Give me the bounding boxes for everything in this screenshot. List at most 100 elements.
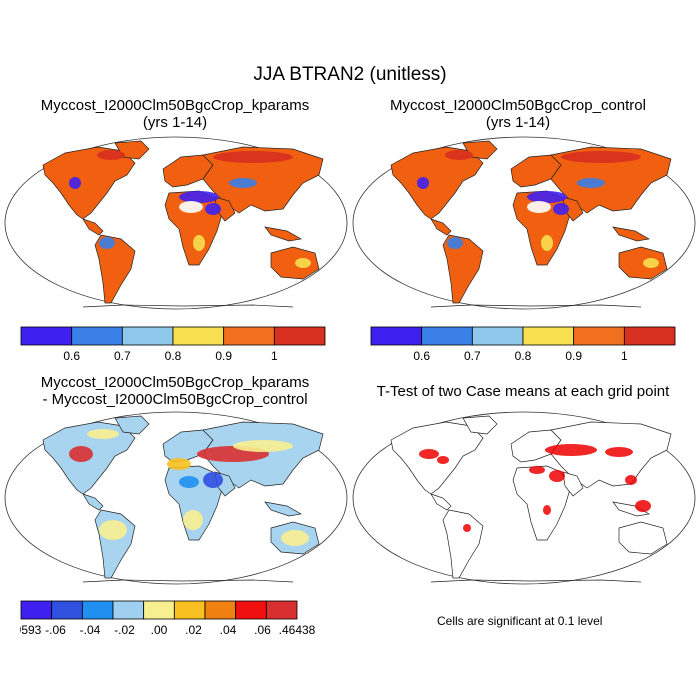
panel1-colorbar-tick-label: 1 [271, 349, 278, 363]
panel4-significant-cells [463, 524, 471, 532]
panel1-data-patch [179, 191, 219, 203]
panel3-title-line2: - Myccost_I2000Clm50BgcCrop_control [42, 391, 308, 408]
panel1-colorbar-swatch [121, 326, 174, 346]
panel2-data-patch [447, 237, 463, 249]
panel3-data-patch [167, 458, 191, 470]
panel1-data-patch [295, 258, 311, 268]
panel4-central-america [430, 493, 452, 511]
panel3-colorbar-tick-label: .02 [185, 623, 202, 637]
panel1-antarctica-edge [82, 304, 294, 308]
panel1-data-patch [229, 178, 257, 188]
panel1-asia [202, 146, 324, 214]
panel2-data-patch [553, 203, 569, 215]
panel1-data-patch [193, 235, 205, 251]
panel1-colorbar: 0.6 0.7 0.8 0.9 1 [20, 326, 326, 363]
panel2-central-america [430, 218, 452, 236]
panel2-colorbar-swatch [471, 326, 524, 346]
panel2-colorbar-swatch [421, 326, 473, 346]
panel3-colorbar-tick-label: .00 [151, 623, 168, 637]
panel1-colorbar-tick-label: 0.9 [215, 349, 232, 363]
panel2-title: Myccost_I2000Clm50BgcCrop_control (yrs 1… [353, 97, 683, 131]
panel3-colorbar-swatch [143, 600, 175, 620]
panel4-australia [618, 521, 668, 555]
panel3-colorbar-tick-label: -.04 [80, 623, 101, 637]
panel3-map [4, 411, 348, 585]
panel2-title-line1: Myccost_I2000Clm50BgcCrop_control [390, 97, 646, 114]
panel3-colorbar-tick-label: -.69593 [20, 623, 42, 637]
panel3-colorbar-swatch [112, 600, 145, 620]
panel3-title: Myccost_I2000Clm50BgcCrop_kparams - Mycc… [10, 374, 340, 408]
panel2-indonesia [612, 226, 651, 242]
panel1-data-patch [69, 177, 81, 189]
panel2-data-patch [561, 151, 641, 163]
panel4-south-america [442, 509, 484, 579]
panel1-north-america [42, 146, 136, 220]
panel1-central-america [82, 218, 104, 236]
panel1-colorbar-swatch [20, 326, 73, 346]
panel2-colorbar-tick-label: 1 [621, 349, 628, 363]
panel1-data-patch [213, 151, 293, 163]
panel3-colorbar-swatch [51, 600, 83, 620]
panel3-data-patch [203, 472, 223, 488]
panel3-colorbar: -.69593-.06 -.04 -.02 .00 .02 .04 .06 .46438 [20, 600, 316, 637]
panel1-title-line1: Myccost_I2000Clm50BgcCrop_kparams [40, 97, 310, 114]
panel2-data-patch [527, 201, 551, 213]
panel4-significant-cells [529, 466, 545, 474]
panel3-colorbar-tick-label: .06 [254, 623, 271, 637]
panel3-colorbar-tick-label: .46438 [279, 623, 316, 637]
panel2-colorbar-swatch [623, 326, 676, 346]
panel4-significant-cells [549, 470, 565, 482]
figure-title: JJA BTRAN2 (unitless) [253, 64, 447, 85]
panel3-data-patch [99, 520, 127, 540]
panel1-colorbar-swatch [273, 326, 326, 346]
panel2-north-america [390, 146, 484, 220]
panel1-indonesia [264, 226, 303, 242]
panel2-colorbar-swatch [370, 326, 423, 346]
panel3-colorbar-swatch [235, 600, 267, 620]
panel4-north-america [390, 421, 484, 495]
panel3-colorbar-swatch [173, 600, 206, 620]
panel1-title-line2: (yrs 1-14) [142, 114, 208, 131]
panel2-data-patch [577, 178, 605, 188]
panel4-indonesia [612, 501, 651, 517]
panel3-data-patch [281, 530, 309, 546]
panel4-significant-cells [437, 456, 449, 464]
panel3-data-patch [87, 429, 119, 439]
panel2-data-patch [541, 235, 553, 251]
panel2-data-patch [417, 177, 429, 189]
panel1-colorbar-tick-label: 0.8 [165, 349, 182, 363]
panel1-title: Myccost_I2000Clm50BgcCrop_kparams (yrs 1… [10, 97, 340, 131]
panel1-data-patch [205, 203, 221, 215]
panel1-data-patch [99, 237, 115, 249]
panel4-significant-cells [625, 475, 637, 485]
panel2-asia [550, 146, 672, 214]
panel3-indonesia [264, 501, 303, 517]
panel3-greenland [114, 415, 150, 435]
panel3-data-patch [233, 440, 293, 452]
panel4-significant-cells [605, 447, 633, 457]
panel4-significant-cells [635, 500, 651, 512]
panel1-south-america [94, 234, 136, 304]
panel3-data-patch [69, 446, 93, 462]
panel1-data-patch [179, 201, 203, 213]
panel1-colorbar-swatch [223, 326, 275, 346]
panel1-colorbar-swatch [71, 326, 123, 346]
panel2-data-patch [643, 258, 659, 268]
panel2-data-patch [527, 191, 567, 203]
panel1-data-patch [97, 150, 125, 160]
panel4-title-line1: T-Test of two Case means at each grid po… [376, 383, 670, 400]
panel2-colorbar-tick-label: 0.6 [413, 349, 430, 363]
panel2-colorbar: 0.6 0.7 0.8 0.9 1 [370, 326, 676, 363]
panel1-colorbar-tick-label: 0.7 [114, 349, 131, 363]
panel2-colorbar-swatch [573, 326, 625, 346]
panel3-colorbar-swatch [204, 600, 237, 620]
panel3-colorbar-swatch [20, 600, 53, 620]
panel3-colorbar-swatch [81, 600, 114, 620]
panel4-significant-cells [419, 449, 439, 459]
panel2-antarctica-edge [430, 304, 642, 308]
panel4-significant-cells [545, 444, 597, 456]
panel3-colorbar-tick-label: .04 [220, 623, 237, 637]
panel2-colorbar-swatch [522, 326, 575, 346]
panel1-colorbar-tick-label: 0.6 [63, 349, 80, 363]
panel4-title: T-Test of two Case means at each grid po… [353, 383, 693, 400]
